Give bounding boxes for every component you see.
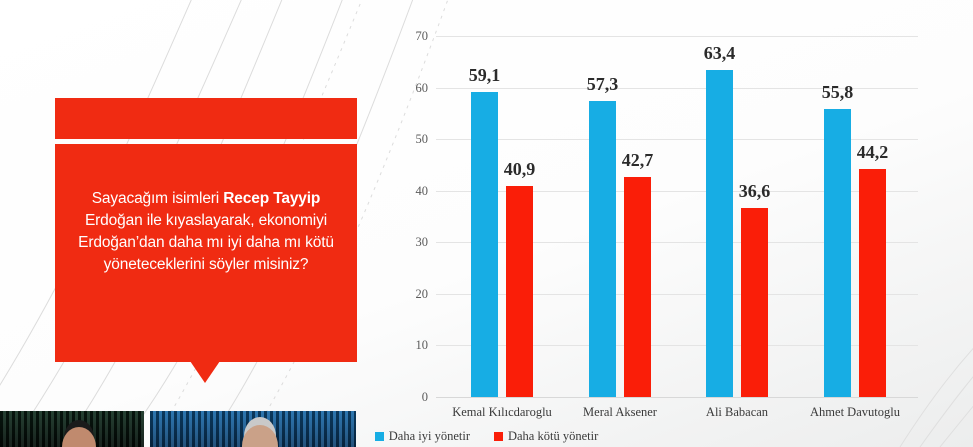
question-card-body [55,144,357,362]
bar-daha-kotu-3[interactable] [741,208,768,397]
y-axis-tick-30: 30 [415,235,429,249]
y-axis-tick-50: 50 [415,132,429,146]
bar-value-label: 42,7 [621,150,654,170]
gridline-30 [436,242,918,243]
gridline-50 [436,139,918,140]
question-text: Sayacağım isimleri Recep Tayyip Erdoğan … [70,188,342,276]
bar-value-label: 55,8 [821,82,854,102]
bar-value-label: 59,1 [468,65,501,85]
bar-daha-iyi-1[interactable] [471,92,498,397]
person-silhouette-left [62,427,96,447]
x-axis-category-label: Meral Aksener [583,405,657,419]
gridline-40 [436,191,918,192]
question-card-tail [190,361,220,383]
question-card-banner [55,98,357,139]
bar-value-label: 44,2 [856,142,889,162]
y-axis-tick-10: 10 [415,338,429,352]
bar-value-label: 57,3 [586,74,619,94]
video-thumbnail-right[interactable] [150,411,356,447]
y-axis-tick-40: 40 [415,184,429,198]
legend-label: Daha iyi yönetir [388,429,470,443]
y-axis-tick-70: 70 [415,29,429,43]
gridline-70 [436,36,918,37]
bar-daha-kotu-1[interactable] [506,186,533,397]
bar-daha-iyi-3[interactable] [706,70,733,397]
bar-daha-iyi-2[interactable] [589,101,616,397]
gridline-20 [436,294,918,295]
gridline-0 [436,397,918,398]
bar-value-label: 40,9 [503,159,536,179]
chart-legend: Daha iyi yönetir Daha kötü yönetir [0,430,973,443]
y-axis-tick-0: 0 [421,390,428,404]
bar-value-label: 36,6 [738,181,771,201]
x-axis-category-label: Ahmet Davutoglu [810,405,900,419]
person-silhouette-right [242,425,278,447]
gridline-60 [436,88,918,89]
question-text-highlight: Recep Tayyip [223,190,321,207]
bar-value-label: 63,4 [703,43,736,63]
legend-item[interactable]: Daha kötü yönetir [493,429,599,443]
x-axis-category-label: Ali Babacan [705,405,769,419]
question-text-rest: Erdoğan ile kıyaslayarak, ekonomiyi Erdo… [78,212,334,273]
bar-daha-kotu-4[interactable] [859,169,886,397]
bar-daha-iyi-4[interactable] [824,109,851,397]
x-axis-category-label: Kemal Kılıcdaroglu [452,405,552,419]
question-text-prefix: Sayacağım isimleri [91,190,224,207]
legend-swatch-icon [493,432,503,441]
y-axis-tick-60: 60 [415,81,429,95]
video-thumbnail-left[interactable] [0,411,144,447]
gridline-10 [436,345,918,346]
legend-label: Daha kötü yönetir [507,429,599,443]
legend-swatch-icon [374,432,384,441]
y-axis-tick-20: 20 [415,287,429,301]
bar-daha-kotu-2[interactable] [624,177,651,397]
legend-item[interactable]: Daha iyi yönetir [374,429,470,443]
